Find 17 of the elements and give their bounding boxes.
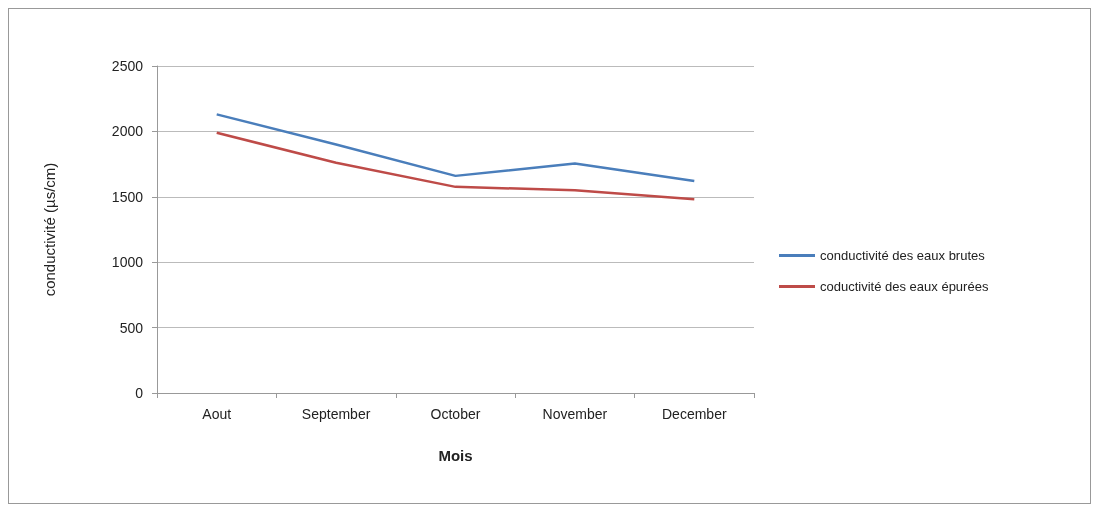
x-tick-label: September <box>301 406 371 422</box>
legend-label: conductivité des eaux brutes <box>820 248 986 263</box>
y-tick-label: 1500 <box>111 188 144 205</box>
y-tick-label: 2000 <box>111 123 144 140</box>
y-tick-label: 0 <box>135 385 144 401</box>
line-series <box>215 113 696 183</box>
x-tick-label: October <box>430 406 481 422</box>
x-tick-label: November <box>542 406 608 422</box>
y-axis-title: conductivité (µs/cm) <box>41 162 58 297</box>
x-tick-label: December <box>662 406 727 422</box>
x-tick-label: Aout <box>202 406 232 422</box>
x-axis-title: Mois <box>438 447 473 464</box>
y-tick-label: 1000 <box>111 254 144 271</box>
legend-label: coductivité des eaux épurées <box>820 279 989 294</box>
y-tick-label: 500 <box>119 319 144 336</box>
y-tick-label: 2500 <box>111 58 144 74</box>
line-series <box>215 131 696 201</box>
